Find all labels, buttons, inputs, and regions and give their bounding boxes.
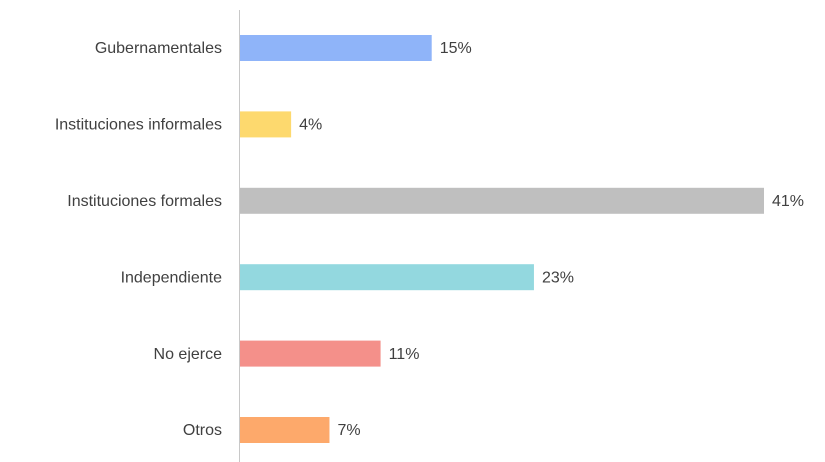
data-label: 11% [389,346,420,363]
bar [240,417,330,443]
data-label: 41% [772,193,804,210]
bar [240,187,764,214]
category-label: Independiente [121,269,223,286]
category-label: No ejerce [154,346,223,363]
category-label: Instituciones formales [67,193,222,210]
bar [240,35,432,61]
category-label: Otros [183,422,222,439]
bar [240,264,534,291]
data-label: 7% [337,422,360,439]
data-label: 23% [542,269,574,286]
data-label: 4% [299,117,322,134]
category-label: Instituciones informales [55,117,222,134]
category-label: Gubernamentales [95,40,222,57]
data-label: 15% [440,40,472,57]
bar [240,111,292,138]
bar [240,340,381,367]
